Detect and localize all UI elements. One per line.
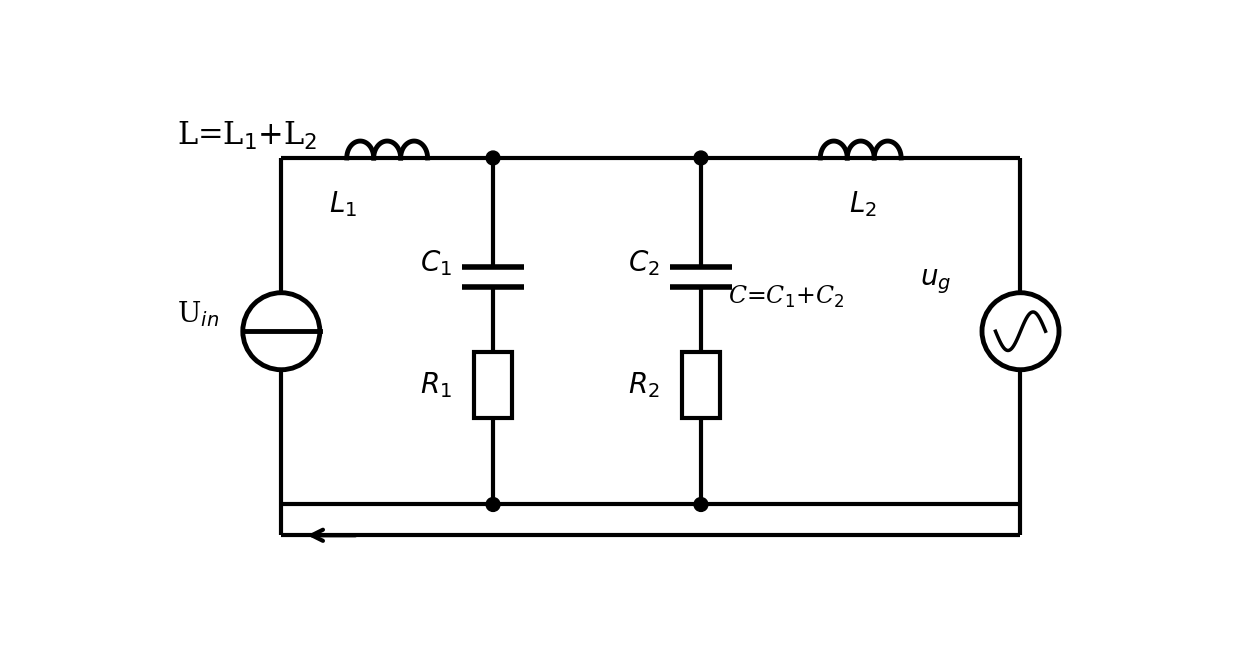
Text: $R_2$: $R_2$ (627, 370, 660, 400)
Text: $C_1$: $C_1$ (420, 248, 451, 278)
Bar (682, 352, 720, 418)
Circle shape (694, 498, 708, 512)
Text: C=C$_1$+C$_2$: C=C$_1$+C$_2$ (728, 284, 844, 310)
Circle shape (486, 498, 500, 512)
Text: L=L$_1$+L$_2$: L=L$_1$+L$_2$ (177, 119, 317, 152)
Text: $L_2$: $L_2$ (849, 189, 877, 218)
Text: $u_g$: $u_g$ (920, 267, 951, 296)
Text: $R_1$: $R_1$ (420, 370, 451, 400)
Text: U$_{in}$: U$_{in}$ (177, 299, 219, 329)
Circle shape (486, 151, 500, 165)
Bar (474, 352, 512, 418)
Circle shape (694, 151, 708, 165)
Text: $L_1$: $L_1$ (330, 189, 357, 218)
Text: $C_2$: $C_2$ (627, 248, 660, 278)
